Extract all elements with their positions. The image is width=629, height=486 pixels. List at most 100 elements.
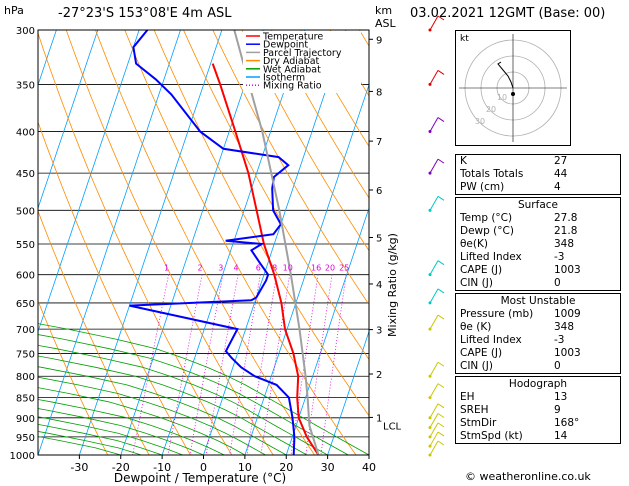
- wind-barb-staff: [429, 70, 439, 85]
- index-label: Temp (°C): [460, 212, 513, 224]
- mixing-ratio-label: 20: [325, 264, 335, 273]
- wind-barb-dot: [428, 208, 432, 212]
- most-unstable-box: Most Unstable Pressure (mb) 1009 θe (K) 348…: [455, 293, 621, 374]
- dry-adiabat-line: [38, 299, 109, 455]
- wind-barb-flag: [437, 15, 445, 21]
- wind-barb-staff: [429, 361, 439, 377]
- footer-copyright[interactable]: © weatheronline.co.uk: [465, 470, 591, 483]
- hodograph-trace: [497, 61, 514, 89]
- dry-adiabat-line: [38, 209, 150, 455]
- wind-barb-flag: [437, 117, 445, 122]
- hodograph-title: Hodograph: [508, 378, 568, 390]
- pressure-tick-label: 950: [16, 433, 35, 444]
- km-tick-label: 5: [376, 233, 382, 244]
- wet-adiabat-line: [38, 334, 349, 455]
- wind-barb-dot: [428, 444, 432, 448]
- pressure-tick-label: 300: [16, 26, 35, 37]
- wind-barb-flag: [437, 431, 445, 437]
- wind-barb-flag: [437, 195, 445, 201]
- index-value: 14: [554, 430, 568, 442]
- index-label: Pressure (mb): [460, 308, 534, 320]
- index-value: 21.8: [554, 225, 578, 237]
- temp-tick-label: -30: [70, 461, 88, 474]
- index-value: 168°: [554, 417, 580, 429]
- wind-barb-flag: [437, 383, 445, 389]
- km-tick-label: 6: [376, 186, 382, 197]
- dry-adiabat-line: [38, 32, 233, 455]
- index-label: EH: [460, 391, 475, 403]
- wet-adiabat-line: [38, 344, 328, 455]
- pressure-tick-label: 750: [16, 349, 35, 360]
- index-label: CAPE (J): [460, 264, 503, 276]
- asl-label: ASL: [375, 17, 396, 30]
- index-row: CIN (J) 0: [456, 360, 620, 373]
- mixing-ratio-label: 4: [234, 264, 239, 273]
- index-value: 1003: [554, 347, 581, 359]
- wet-adiabat-line: [38, 355, 308, 455]
- wind-barb-dot: [428, 28, 432, 32]
- index-value: 348: [554, 321, 575, 333]
- index-label: Lifted Index: [460, 334, 522, 346]
- index-label: Dewp (°C): [460, 225, 514, 237]
- km-tick-label: 1: [376, 413, 382, 424]
- temp-tick-label: 20: [279, 461, 293, 474]
- km-tick-label: 4: [376, 280, 382, 291]
- km-tick-label: 9: [376, 35, 382, 46]
- wind-barb-flag: [437, 440, 445, 446]
- km-tick-label: 7: [376, 137, 382, 148]
- wind-barb-staff: [429, 383, 439, 398]
- mixing-ratio-axis-label: Mixing Ratio (g/kg): [386, 233, 399, 337]
- dry-adiabat-line: [153, 30, 369, 417]
- plot-frame: [37, 29, 370, 456]
- index-row: Temp (°C) 27.8: [456, 212, 620, 225]
- pressure-tick-label: 700: [16, 325, 35, 336]
- pressure-tick-label: 550: [16, 240, 35, 251]
- index-label: θe (K): [460, 321, 492, 333]
- index-value: 348: [554, 238, 575, 250]
- wind-barb-flag: [437, 403, 445, 409]
- wet-adiabat-line: [38, 399, 225, 455]
- pressure-tick-label: 800: [16, 372, 35, 383]
- wet-adiabat-line: [38, 408, 204, 455]
- index-value: -3: [554, 334, 565, 346]
- wind-barb-dot: [428, 453, 432, 457]
- mixing-ratio-line: [246, 274, 278, 455]
- isotherm-line: [0, 30, 15, 455]
- wind-barb-flag: [437, 288, 445, 294]
- wind-barb-staff: [429, 158, 439, 174]
- indices-panel: K 27 Totals Totals 44 PW (cm) 4 Surface Temp …: [455, 154, 621, 444]
- wind-barb-dot: [428, 416, 432, 420]
- dry-adiabat-line: [241, 30, 369, 252]
- wind-barb-staff: [429, 422, 439, 438]
- dry-adiabat-line: [183, 30, 369, 361]
- index-row: Totals Totals 44: [456, 168, 620, 181]
- indices-box: K 27 Totals Totals 44 PW (cm) 4: [455, 154, 621, 195]
- dry-adiabat-line: [124, 30, 357, 455]
- index-value: 1003: [554, 264, 581, 276]
- mixing-ratio-label: 8: [272, 264, 277, 273]
- wind-barb-staff: [429, 440, 439, 456]
- km-tick-label: 3: [376, 326, 382, 337]
- wind-barb-dot: [428, 396, 432, 400]
- wind-barb-staff: [429, 413, 439, 428]
- mixing-ratio-line: [260, 274, 291, 455]
- index-row: K 27: [456, 155, 620, 168]
- index-value: 9: [554, 404, 561, 416]
- mixing-ratio-label: 3: [218, 264, 223, 273]
- index-label: StmDir: [460, 417, 497, 429]
- mixing-ratio-line: [132, 274, 169, 455]
- hodograph-storm-motion: [511, 92, 515, 96]
- km-label: km: [375, 4, 393, 17]
- location-title: -27°23'S 153°08'E 4m ASL: [58, 6, 232, 21]
- index-label: SREH: [460, 404, 489, 416]
- mixing-ratio-line: [290, 274, 319, 455]
- series-line-parcel-trajectory: [233, 30, 320, 455]
- pressure-unit-label: hPa: [4, 4, 24, 17]
- hodograph-ring-label: 10: [497, 93, 507, 102]
- wind-barb-flag: [437, 158, 445, 164]
- index-row: PW (cm) 4: [456, 181, 620, 194]
- surface-box: Surface Temp (°C) 27.8 Dewp (°C) 21.8 θe(K) 3…: [455, 197, 621, 291]
- mixing-ratio-label: 10: [283, 264, 293, 273]
- isotherm-line: [285, 206, 369, 455]
